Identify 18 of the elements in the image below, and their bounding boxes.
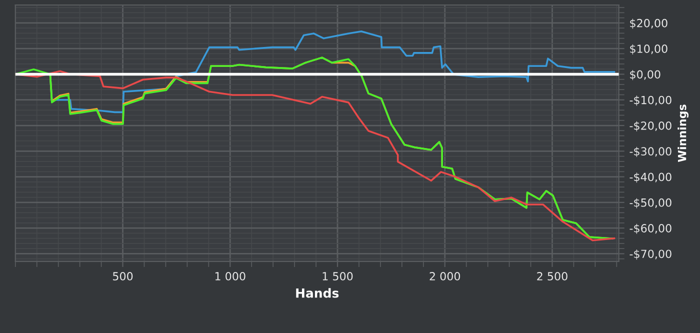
y-tick-label: $20,00 — [630, 18, 668, 29]
x-tick-label: 1 500 — [322, 272, 353, 280]
y-axis-title: Winnings — [678, 104, 688, 162]
y-tick-label: -$50,00 — [630, 198, 672, 208]
x-tick-label: 2 000 — [430, 272, 460, 280]
x-axis-title: Hands — [296, 288, 339, 298]
y-tick-label: -$70,00 — [630, 249, 672, 260]
line-series — [49, 30, 616, 114]
y-tick-label: -$30,00 — [630, 146, 672, 158]
y-tick-label: -$60,00 — [630, 224, 672, 234]
x-tick-label: 500 — [113, 272, 133, 280]
y-tick-label: -$10,00 — [630, 96, 672, 106]
x-tick-label: 2 500 — [537, 272, 568, 280]
x-tick-label: 1 000 — [215, 272, 246, 280]
y-tick-label: $0,00 — [630, 70, 660, 80]
y-tick-label: -$20,00 — [630, 121, 672, 132]
y-tick-label: -$40,00 — [630, 172, 672, 183]
y-tick-label: $10,00 — [630, 44, 668, 54]
